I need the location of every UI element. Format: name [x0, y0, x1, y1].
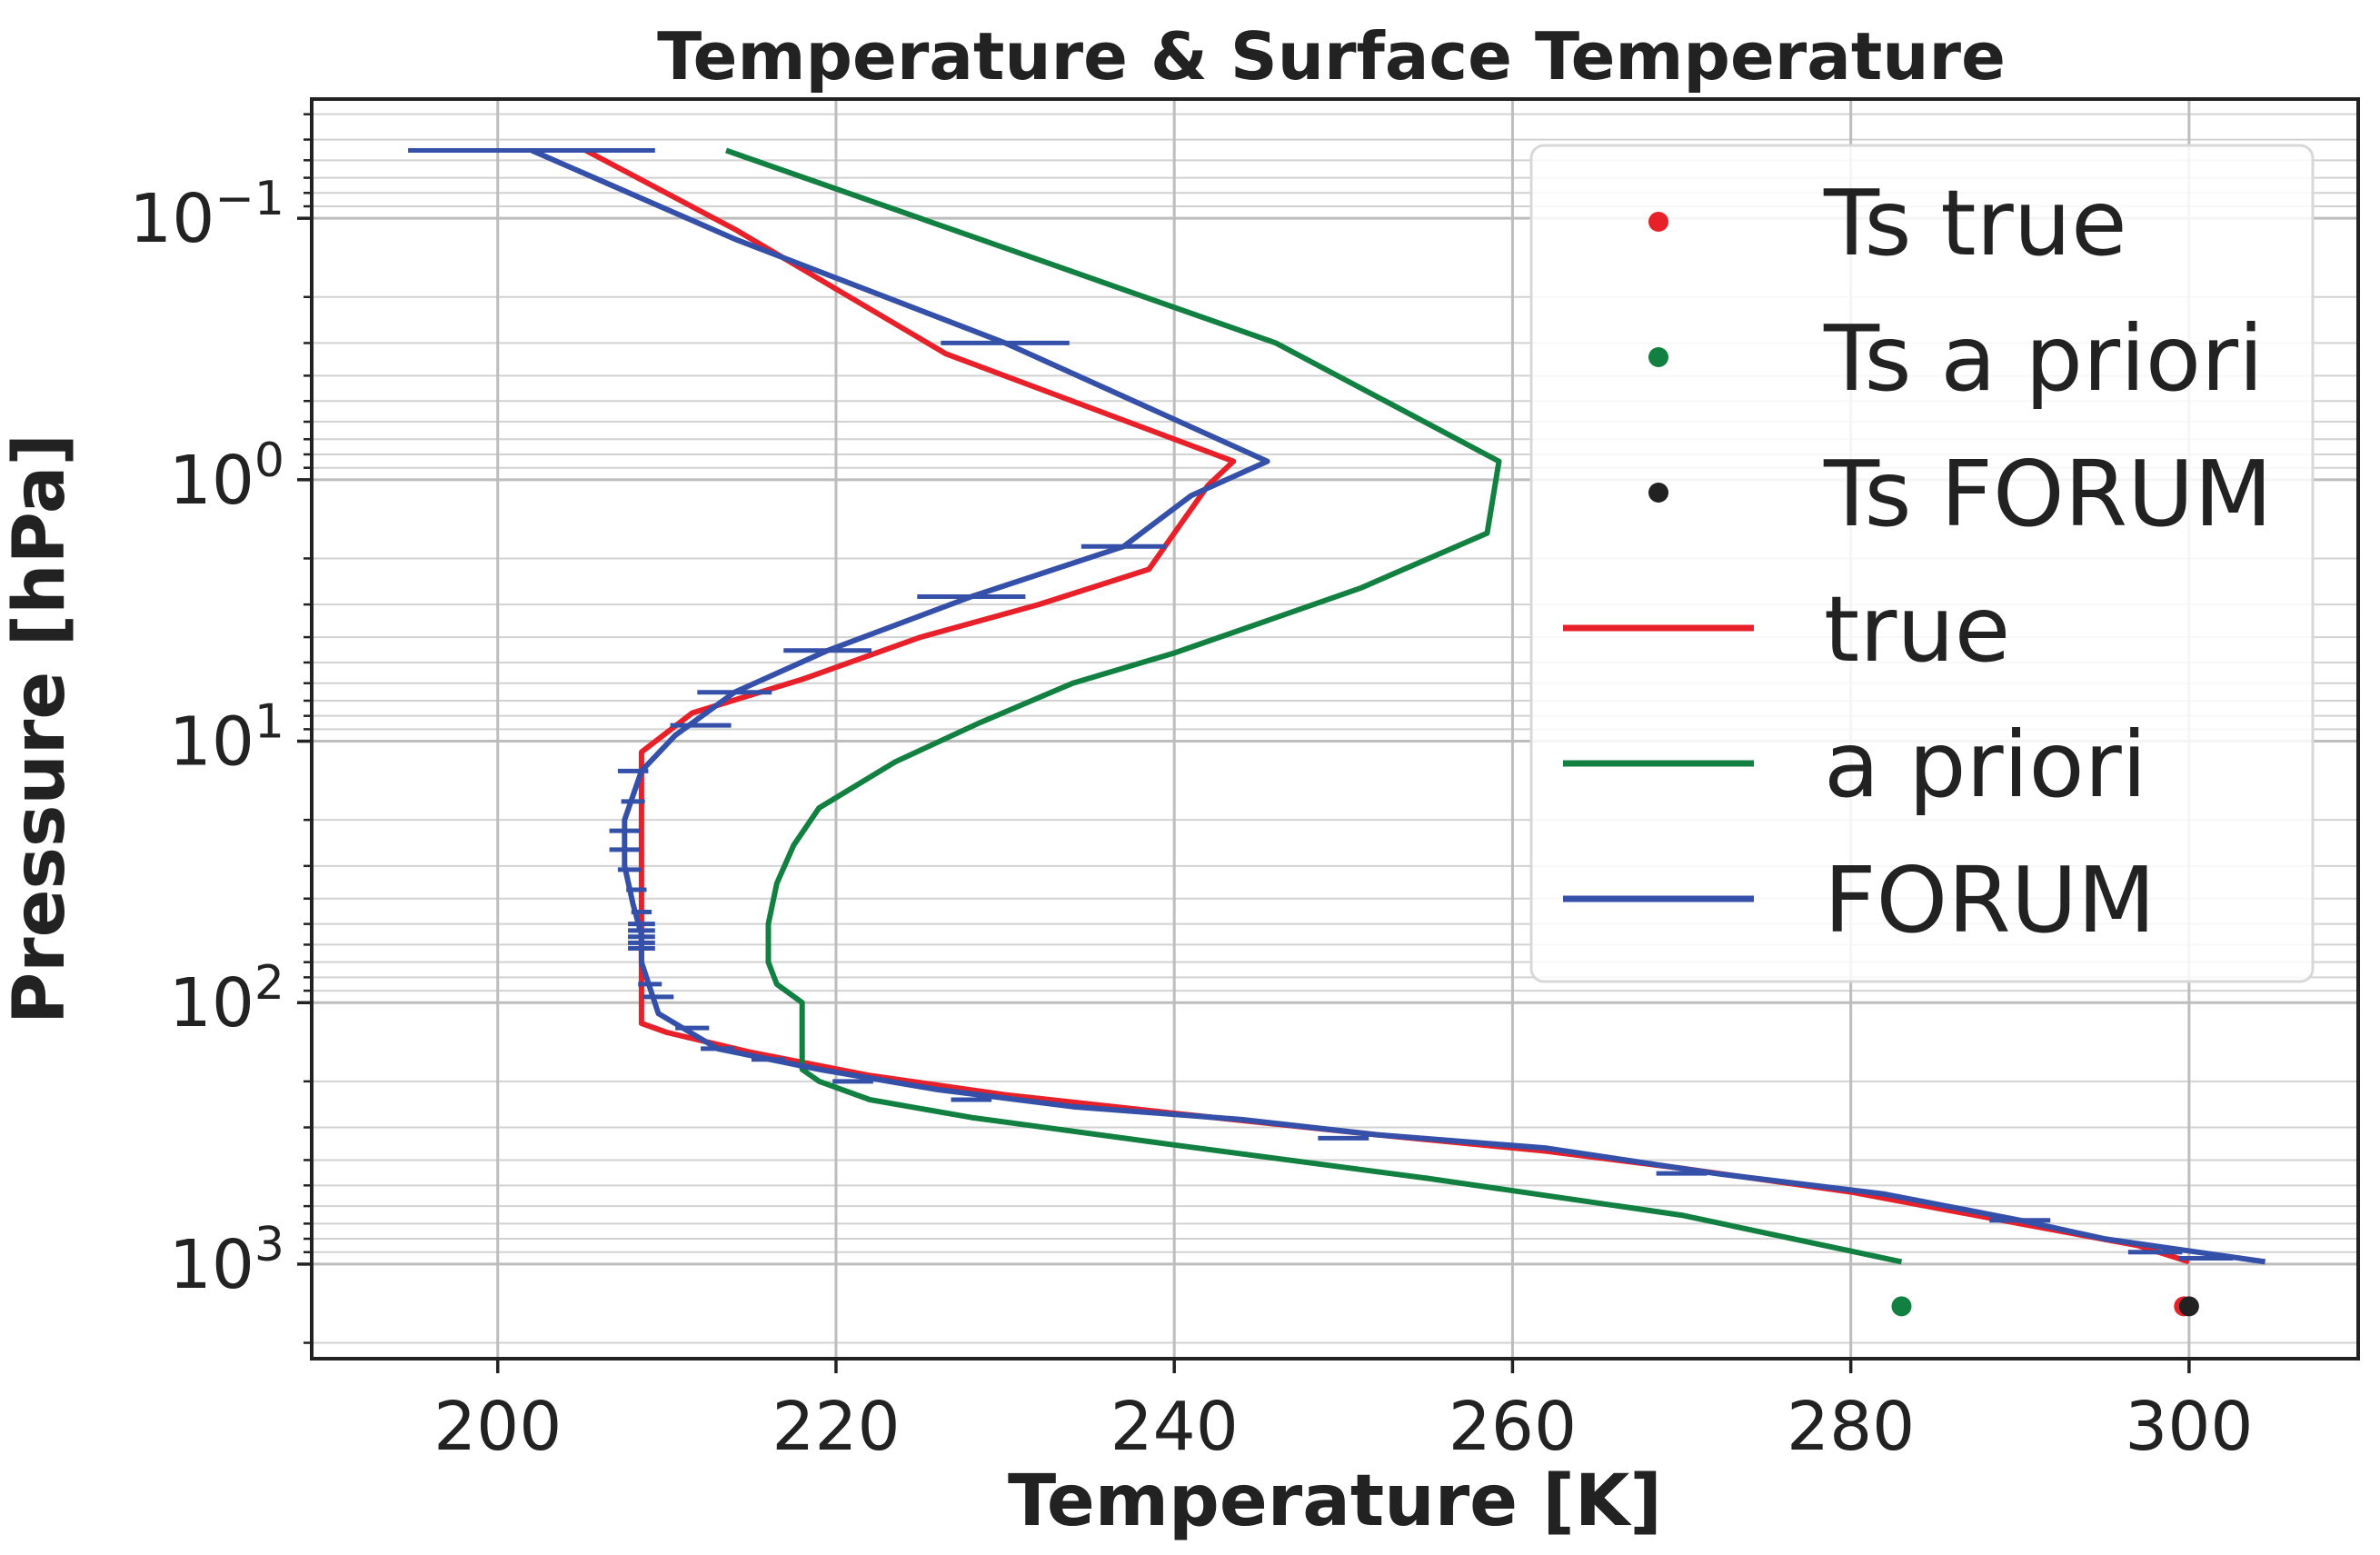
legend-label: Ts true — [1823, 170, 2127, 276]
legend-marker — [1648, 347, 1668, 367]
y-tick-label: 10−1 — [129, 172, 284, 258]
legend-label: a priori — [1824, 712, 2147, 818]
plot-frame — [310, 97, 2360, 1361]
x-tick-label: 200 — [433, 1388, 562, 1466]
y-tick-label: 102 — [169, 956, 284, 1042]
y-axis-label: Pressure [hPa] — [0, 434, 81, 1024]
x-tick-label: 300 — [2125, 1388, 2253, 1466]
legend-marker — [1648, 212, 1668, 232]
x-tick-label: 220 — [772, 1388, 900, 1466]
point-ts-forum — [2178, 1296, 2199, 1317]
legend-box — [1529, 144, 2315, 983]
legend-marker — [1648, 483, 1668, 503]
series-layer — [408, 147, 2266, 1317]
legend-label: FORUM — [1824, 847, 2156, 953]
legend-label: Ts a priori — [1823, 305, 2264, 412]
legend-label: true — [1824, 576, 2010, 683]
axis-ticks: 10−1 100 101 102 103 200 220 240 260 280 300 — [129, 113, 2254, 1466]
chart-title: Temperature & Surface Temperature — [657, 18, 2006, 95]
x-axis-label: Temperature [K] — [1008, 1460, 1662, 1542]
legend: Ts true Ts a priori Ts FORUM true a priori FO… — [1529, 144, 2315, 983]
legend-label: Ts FORUM — [1823, 441, 2273, 547]
x-tick-label: 280 — [1787, 1388, 1915, 1466]
point-ts-a-priori — [1891, 1296, 1912, 1317]
x-tick-label: 240 — [1110, 1388, 1239, 1466]
y-tick-label: 103 — [169, 1218, 284, 1304]
y-tick-label: 100 — [169, 434, 284, 520]
series-line-a-priori — [725, 147, 1903, 1265]
x-tick-label: 260 — [1449, 1388, 1577, 1466]
y-tick-label: 101 — [169, 695, 284, 782]
